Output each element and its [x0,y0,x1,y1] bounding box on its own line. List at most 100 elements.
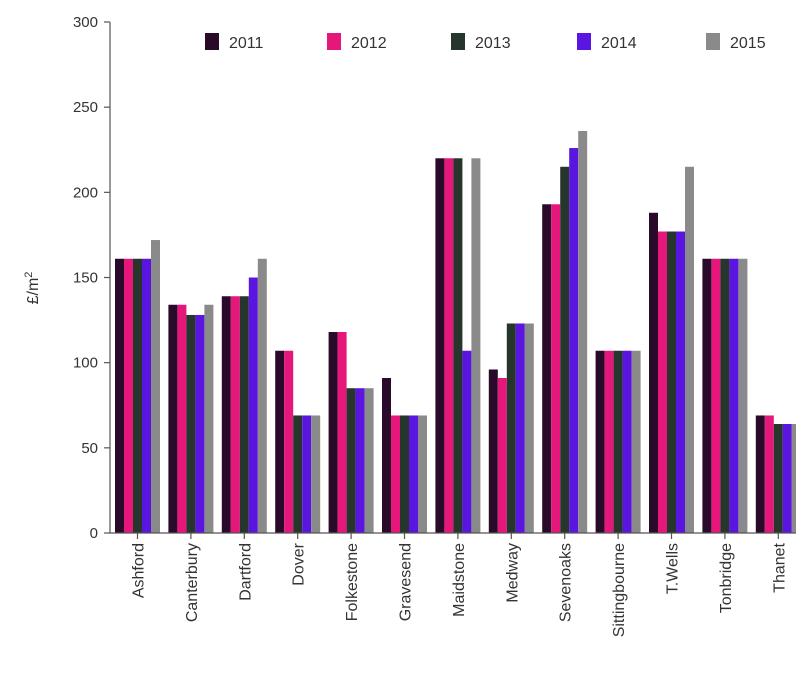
bar [764,415,774,533]
x-tick-label: Folkestone [344,543,361,621]
bar [409,415,418,533]
bar-group [649,166,694,533]
bar [230,296,240,533]
legend-swatch [451,33,465,50]
bar [658,231,667,533]
bar [453,158,463,533]
legend-swatch [706,33,720,50]
x-tick-label: Sittingbourne [611,543,628,637]
bar [462,350,472,533]
bar [204,304,214,533]
x-tick-label: Ashford [131,543,148,598]
x-tick-label: Maidstone [451,543,468,617]
bar [488,369,498,533]
legend-item: 2014 [577,33,637,52]
bar [221,296,231,533]
x-tick-label: Gravesend [398,543,415,621]
legend-item: 2015 [706,33,766,52]
bar [631,350,641,533]
bar [186,314,196,533]
bar [115,258,124,533]
bar [275,350,285,533]
bar [444,158,454,533]
bar [355,388,365,533]
bar [400,415,409,533]
bar [391,415,400,533]
bar-group [115,240,160,533]
legend-label: 2013 [475,35,511,52]
bar [142,258,151,533]
bar-group [382,378,427,533]
bar [720,258,730,533]
bar [711,258,721,533]
x-tick-label: Sevenoaks [558,543,575,622]
x-labels: Ashford Canterbury Dartford Dover Folkestone… [131,542,789,637]
bar [551,204,561,533]
bar [497,378,507,533]
bar [248,277,258,533]
bar [685,166,694,533]
legend-item: 2012 [327,33,387,52]
y-tick-label: 150 [73,270,98,287]
y-tick-label: 300 [73,14,98,31]
y-axis-label-text: £/m [25,278,42,305]
bar [364,388,374,533]
x-axis [110,532,796,539]
bar [177,304,187,533]
bar [168,304,178,533]
legend-swatch [327,33,341,50]
bar [667,231,676,533]
legend-item: 2011 [205,33,264,52]
bar [649,212,658,533]
bar [151,240,160,533]
bar-group [435,158,481,533]
bar [337,332,347,533]
bar [435,158,445,533]
bar [782,423,792,533]
bar-group [595,350,641,533]
bar [302,415,312,533]
y-tick-label: 0 [90,525,98,542]
bar [418,415,427,533]
bar [622,350,632,533]
y-axis-label-superscript: 2 [23,272,35,278]
y-ticks: 0 50 100 150 200 250 300 [73,14,110,542]
legend: 2011 2012 2013 2014 2015 [205,33,766,52]
bar [604,350,614,533]
bar [755,415,765,533]
bar [702,258,712,533]
bar [738,258,748,533]
bar [506,323,516,533]
y-tick-label: 50 [81,440,98,457]
bar [542,204,552,533]
bar [791,423,796,533]
bar [346,388,356,533]
bar [524,323,534,533]
legend-label: 2014 [601,35,637,52]
bar [471,158,481,533]
bar [729,258,739,533]
legend-swatch [205,33,219,50]
y-axis-label: £/m2 [23,272,42,305]
bar-group [275,350,321,533]
bar [124,258,133,533]
bar [239,296,249,533]
y-tick-label: 100 [73,355,98,372]
bar [133,258,142,533]
bar-group [328,332,374,533]
bar-group [221,258,267,533]
x-tick-label: Medway [504,543,521,603]
bar [595,350,605,533]
bar-group [168,304,214,533]
y-tick-label: 200 [73,184,98,201]
bar [578,131,588,533]
x-tick-label: Thanet [771,542,788,592]
bar-group [702,258,748,533]
x-tick-label: Tonbridge [718,543,735,613]
bar-group [488,323,534,533]
bar [560,166,570,533]
bars [115,131,796,534]
bar [284,350,294,533]
x-tick-label: Canterbury [184,543,201,622]
